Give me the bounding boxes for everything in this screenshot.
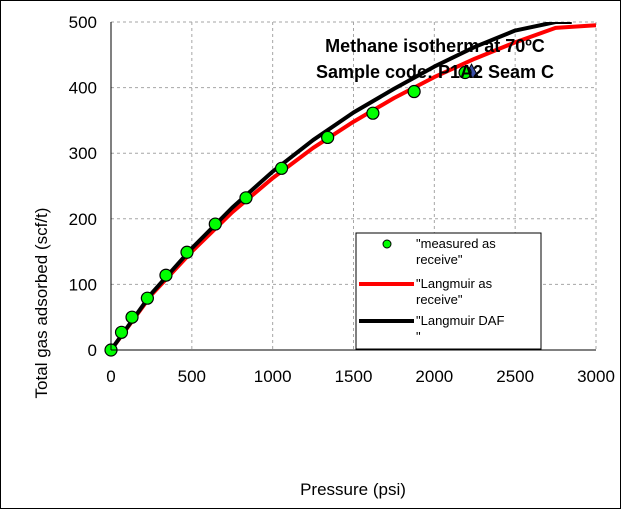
y-tick-label: 400 bbox=[69, 79, 97, 98]
chart-subtitle: Sample code: P1A2 Seam C bbox=[316, 62, 554, 82]
data-point bbox=[140, 291, 154, 305]
legend-label-daf-line1: "Langmuir DAF bbox=[416, 313, 504, 328]
x-tick-label: 2000 bbox=[415, 367, 453, 386]
legend: "measured as receive" "Langmuir as recei… bbox=[355, 232, 542, 350]
legend-box bbox=[355, 232, 542, 350]
data-point bbox=[180, 245, 194, 259]
legend-label-daf-line2: " bbox=[416, 329, 421, 344]
data-point bbox=[114, 325, 129, 339]
tick-labels: 0 500 1000 1500 2000 2500 3000 0 100 200 300 400 500 bbox=[69, 13, 615, 386]
legend-label-measured-line2: receive" bbox=[416, 252, 463, 267]
data-point bbox=[208, 217, 222, 231]
y-tick-label: 0 bbox=[88, 341, 97, 360]
data-point bbox=[239, 191, 253, 205]
legend-marker-measured bbox=[382, 239, 392, 249]
y-tick-label: 100 bbox=[69, 275, 97, 294]
data-point bbox=[458, 65, 472, 80]
x-tick-label: 2500 bbox=[496, 367, 534, 386]
x-tick-label: 500 bbox=[178, 367, 206, 386]
y-axis-title: Total gas adsorbed (scf/t) bbox=[32, 208, 51, 399]
x-tick-label: 1500 bbox=[335, 367, 373, 386]
x-tick-label: 3000 bbox=[577, 367, 615, 386]
legend-label-langmuir-line2: receive" bbox=[416, 292, 463, 307]
legend-label-measured-line1: "measured as bbox=[416, 236, 496, 251]
x-tick-label: 1000 bbox=[254, 367, 292, 386]
y-tick-label: 500 bbox=[69, 13, 97, 32]
chart-title: Methane isotherm at 70ºC bbox=[325, 36, 545, 56]
data-point bbox=[366, 106, 380, 120]
x-tick-label: 0 bbox=[106, 367, 115, 386]
data-point bbox=[159, 268, 173, 282]
y-tick-label: 200 bbox=[69, 210, 97, 229]
data-point bbox=[321, 130, 335, 145]
data-point bbox=[407, 84, 421, 99]
y-tick-label: 300 bbox=[69, 144, 97, 163]
data-point bbox=[274, 161, 289, 175]
legend-label-langmuir-line1: "Langmuir as bbox=[416, 276, 493, 291]
series-layer bbox=[104, 22, 596, 357]
x-axis-title: Pressure (psi) bbox=[300, 480, 406, 499]
axes bbox=[110, 22, 596, 351]
data-point bbox=[125, 310, 139, 324]
